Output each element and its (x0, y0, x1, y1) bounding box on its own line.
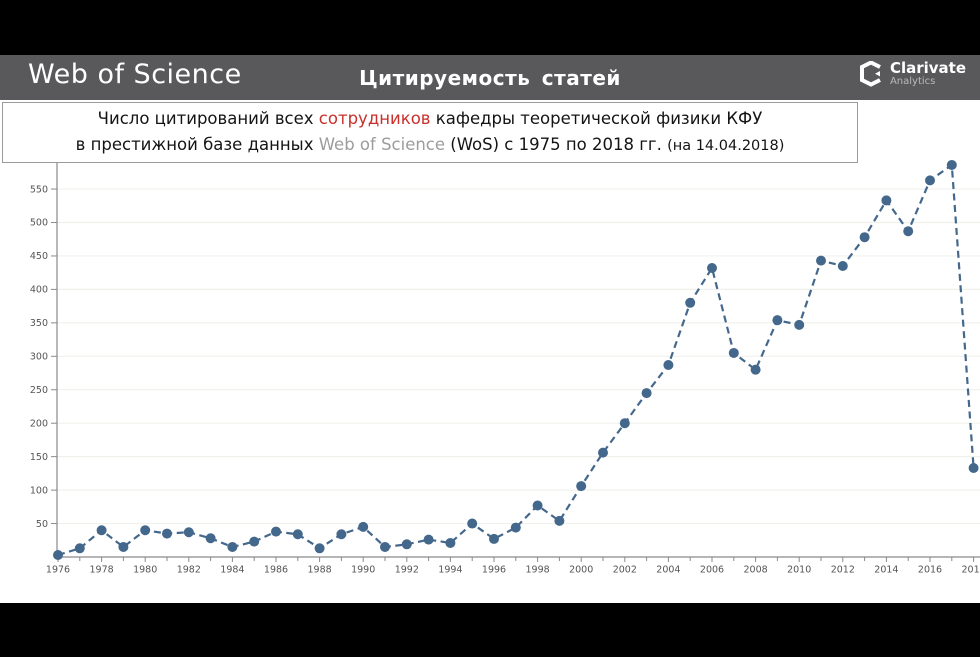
svg-text:200: 200 (30, 418, 48, 429)
svg-text:1978: 1978 (90, 565, 114, 576)
caption-date: (на 14.04.2018) (667, 137, 785, 154)
svg-text:450: 450 (30, 251, 48, 262)
svg-text:2006: 2006 (700, 565, 724, 576)
svg-text:1976: 1976 (46, 565, 70, 576)
svg-text:2008: 2008 (744, 565, 768, 576)
web-of-science-logo: Web of Science (28, 59, 242, 90)
svg-text:2016: 2016 (918, 565, 942, 576)
content-area: 50 100 150 200 250 300 350 400 450 500 550 1976 1978… (0, 100, 980, 603)
svg-text:550: 550 (30, 184, 48, 195)
chart-wrap: 50 100 150 200 250 300 350 400 450 500 550 1976 1978… (0, 100, 980, 603)
svg-text:2010: 2010 (787, 565, 811, 576)
caption-line-1: Число цитирований всех сотрудников кафед… (97, 109, 763, 128)
svg-text:1994: 1994 (438, 565, 462, 576)
clarivate-logo: Clarivate Analytics (859, 59, 966, 87)
caption-highlight: сотрудников (318, 109, 431, 128)
svg-text:2012: 2012 (831, 565, 855, 576)
svg-text:100: 100 (30, 485, 48, 496)
svg-text:50: 50 (36, 519, 48, 530)
caption-wos-label: Web of Science (318, 134, 446, 154)
svg-text:250: 250 (30, 385, 48, 396)
svg-text:2014: 2014 (874, 565, 898, 576)
svg-text:1984: 1984 (220, 565, 244, 576)
svg-text:1996: 1996 (482, 565, 506, 576)
svg-text:2004: 2004 (656, 565, 680, 576)
caption-line-2: в престижной базе данных Web of Science … (75, 134, 785, 154)
top-black-strip (0, 0, 980, 55)
svg-text:1992: 1992 (395, 565, 419, 576)
svg-text:500: 500 (30, 218, 48, 229)
svg-text:150: 150 (30, 452, 48, 463)
citations-chart: 50 100 150 200 250 300 350 400 450 500 550 1976 1978… (30, 159, 980, 576)
svg-text:1980: 1980 (133, 565, 157, 576)
header-band: Web of Science Цитируемость статей Clari… (0, 55, 980, 100)
svg-text:1998: 1998 (526, 565, 550, 576)
chart-caption: Число цитирований всех сотрудников кафед… (2, 102, 858, 164)
clarivate-icon (859, 61, 883, 87)
svg-text:2018: 2018 (962, 565, 980, 576)
svg-text:2000: 2000 (569, 565, 593, 576)
svg-text:2002: 2002 (613, 565, 637, 576)
svg-text:1982: 1982 (177, 565, 201, 576)
svg-text:1988: 1988 (308, 565, 332, 576)
page-title: Цитируемость статей (359, 65, 621, 90)
clarivate-wordmark: Clarivate Analytics (889, 59, 966, 87)
svg-text:400: 400 (30, 285, 48, 296)
svg-text:1990: 1990 (351, 565, 375, 576)
svg-text:350: 350 (30, 318, 48, 329)
clarivate-name: Clarivate (889, 59, 966, 77)
svg-text:300: 300 (30, 352, 48, 363)
clarivate-analytics-label: Analytics (889, 75, 936, 87)
svg-text:1986: 1986 (264, 565, 288, 576)
